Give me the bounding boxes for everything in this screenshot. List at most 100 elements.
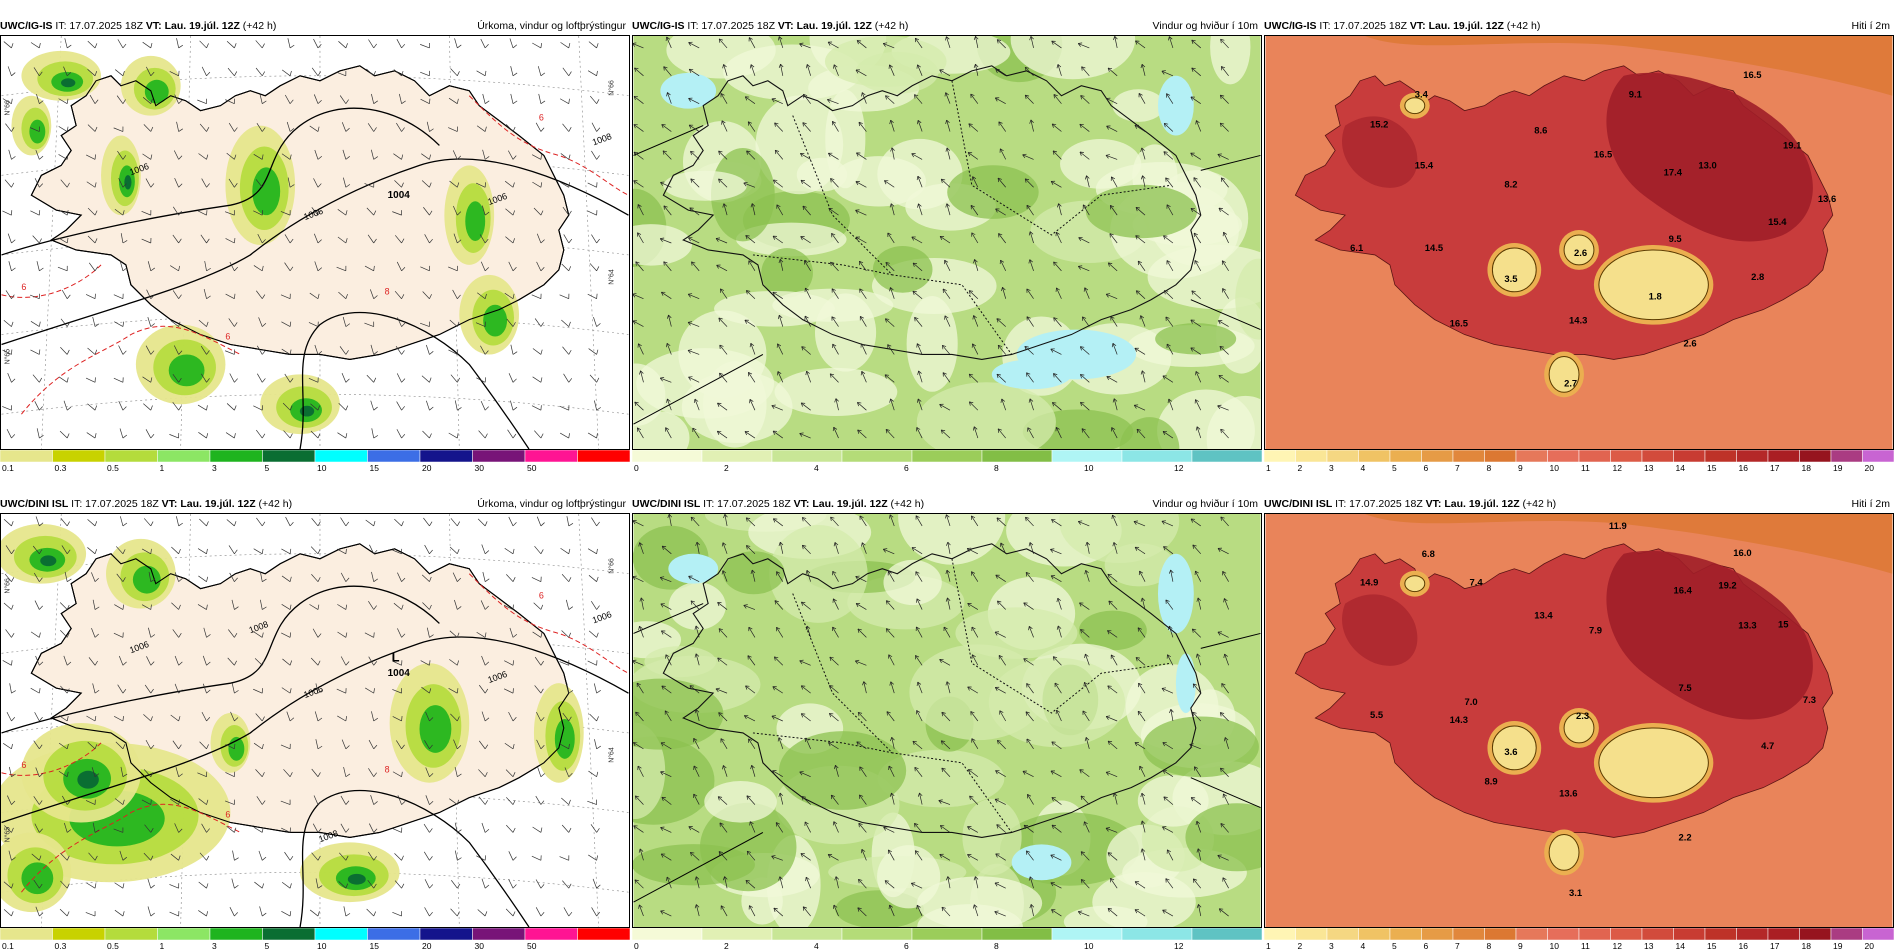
wind-barb — [286, 121, 295, 132]
wind-barb — [255, 67, 266, 77]
wind-arrow — [774, 600, 784, 610]
wind-barb — [35, 767, 44, 777]
temperature-label: 15.4 — [1415, 160, 1434, 171]
wind-barb — [87, 741, 98, 750]
colorbar-tick-label: 5 — [1392, 463, 1397, 472]
wind-arrow — [1028, 231, 1034, 244]
wind-arrow — [633, 124, 644, 132]
colorbar-tick-label: 6 — [904, 941, 909, 950]
wind-arrow — [749, 821, 756, 833]
wind-arrow — [887, 232, 895, 244]
colorbar-swatch — [1121, 450, 1193, 463]
wind-barb — [115, 546, 126, 555]
wind-arrow — [745, 685, 756, 694]
wind-barb — [60, 318, 71, 327]
colorbar-tick-label: 10 — [317, 463, 327, 472]
temperature-label: 3.6 — [1504, 747, 1517, 758]
colorbar-tick-label: 16 — [1739, 941, 1749, 950]
wind-barb — [33, 740, 43, 750]
wind-arrow — [660, 853, 672, 861]
wind-barb — [30, 687, 41, 694]
wind-arrow — [856, 741, 867, 750]
wind-arrow — [857, 628, 867, 638]
wind-arrow — [858, 121, 867, 132]
wind-arrow — [1138, 570, 1146, 582]
wind-arrow — [1081, 428, 1090, 439]
wind-barb — [85, 799, 96, 805]
wind-arrow — [1219, 712, 1229, 722]
wind-barb — [172, 629, 182, 638]
wind-barb — [562, 880, 572, 889]
temperature-label: 4.7 — [1761, 741, 1774, 752]
wind-arrow — [1082, 204, 1090, 216]
wind-barb — [587, 548, 598, 555]
wind-barb — [198, 153, 209, 160]
wind-arrow — [1107, 908, 1118, 917]
wind-barb — [481, 822, 490, 833]
colorbar-swatch — [314, 450, 368, 463]
wind-barb — [143, 852, 154, 861]
wind-barb — [504, 180, 515, 188]
wind-arrow — [1029, 904, 1035, 917]
wind-arrow — [690, 600, 700, 610]
wind-barb — [397, 628, 406, 638]
wind-barb — [227, 67, 238, 77]
wind-arrow — [638, 625, 644, 638]
wind-barb — [454, 599, 462, 610]
wind-arrow — [996, 824, 1006, 833]
colorbar-swatch — [472, 450, 526, 463]
wind-arrow — [916, 681, 923, 694]
wind-arrow — [1220, 38, 1229, 49]
wind-barb — [228, 545, 238, 555]
wind-arrow — [1107, 573, 1118, 582]
wind-barb — [392, 688, 402, 694]
model-name: UWC/DINI ISL — [0, 498, 69, 510]
wind-arrow — [718, 317, 728, 327]
wind-arrow — [1028, 876, 1034, 889]
wind-barb — [481, 655, 490, 666]
wind-barb — [426, 121, 434, 132]
high-wind-area — [1011, 844, 1072, 881]
wind-arrow — [916, 64, 923, 76]
lead-time: (+42 h) — [242, 20, 277, 32]
wind-barb — [113, 293, 124, 300]
wind-barb — [281, 548, 292, 555]
wind-arrow — [915, 655, 923, 666]
wind-arrow — [800, 152, 811, 160]
map-area — [632, 35, 1262, 450]
wind-arrow — [1026, 372, 1034, 383]
wind-barb — [225, 293, 236, 300]
wind-arrow — [637, 232, 644, 244]
wind-arrow — [804, 315, 811, 327]
map-area — [632, 513, 1262, 928]
wind-barb — [419, 321, 430, 327]
wind-barb — [454, 822, 462, 833]
wind-arrow — [857, 429, 867, 439]
temperature-label: 2.6 — [1683, 338, 1696, 349]
wind-arrow — [800, 179, 811, 188]
wind-arrow — [636, 682, 644, 694]
wind-barb — [589, 95, 600, 104]
wind-arrow — [775, 822, 784, 833]
wind-barb — [86, 882, 97, 889]
wind-arrow — [855, 69, 867, 77]
wind-arrow — [832, 626, 839, 638]
wind-barb — [566, 683, 574, 694]
wind-arrow — [995, 770, 1006, 778]
wind-arrow — [1135, 657, 1146, 666]
wind-barb — [197, 404, 208, 411]
wind-arrow — [914, 766, 923, 777]
wind-arrow — [1027, 427, 1034, 439]
wind-barb — [422, 602, 432, 610]
wind-arrow — [857, 711, 867, 722]
wind-arrow — [663, 261, 672, 272]
wind-arrow — [636, 427, 644, 439]
wind-barb — [425, 795, 434, 805]
wind-barb — [284, 262, 294, 272]
valid-time-label: VT: — [777, 20, 794, 32]
wind-arrow — [1219, 122, 1229, 132]
wind-barb — [231, 683, 239, 694]
wind-arrow — [660, 910, 672, 917]
colorbar-tick-label: 19 — [1833, 941, 1843, 950]
wind-barb — [588, 854, 598, 861]
